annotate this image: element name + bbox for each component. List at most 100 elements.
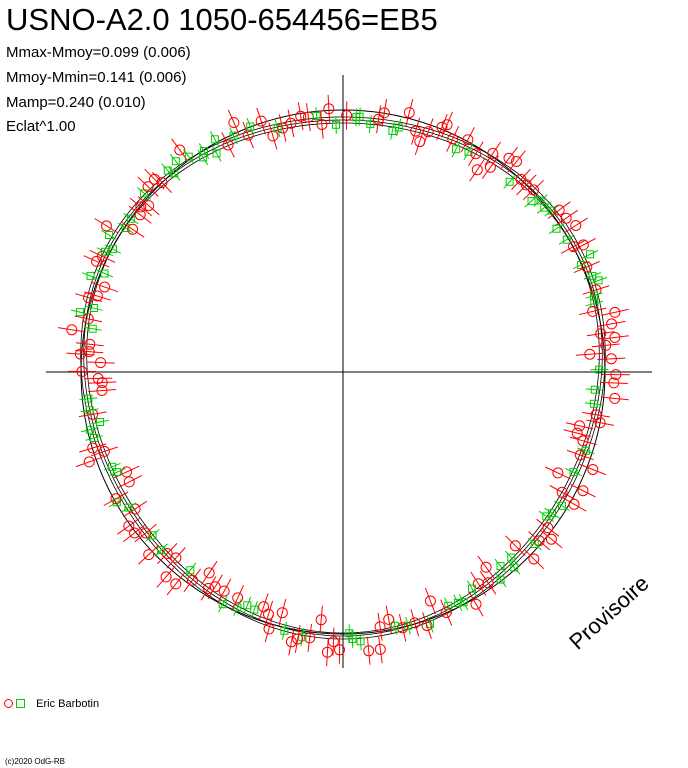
data-point-circle [101, 220, 112, 232]
data-point-square [210, 135, 219, 144]
data-point-square [496, 562, 505, 571]
error-bar [207, 574, 223, 600]
data-point-square [100, 269, 109, 278]
legend-circle-icon [4, 699, 13, 708]
error-bar [108, 468, 126, 477]
error-bar [75, 350, 104, 354]
data-point-circle [295, 110, 307, 122]
data-point-circle [160, 571, 172, 583]
data-point-square [100, 247, 109, 256]
error-bar [231, 584, 245, 611]
error-bar [591, 343, 620, 348]
data-point-square [157, 546, 166, 555]
data-point-circle [528, 553, 540, 565]
data-point-square [312, 112, 321, 120]
stat-mmax-mmoy: Mmax-Mmoy=0.099 (0.006) [6, 44, 191, 61]
error-bar [278, 598, 287, 627]
error-bar [479, 570, 497, 595]
data-point-square [464, 147, 473, 156]
data-point-square [595, 365, 604, 374]
error-bar [581, 250, 599, 259]
data-point-circle [374, 621, 386, 633]
data-point-circle [341, 110, 353, 121]
data-point-square [218, 600, 227, 609]
data-point-circle [574, 449, 586, 461]
data-point-circle [595, 328, 607, 340]
data-point-square [453, 598, 462, 607]
data-point-circle [480, 561, 492, 573]
error-bar [460, 127, 475, 153]
error-bar [469, 157, 486, 182]
error-bar [558, 234, 575, 245]
error-bar [586, 419, 614, 426]
data-point-square [126, 214, 135, 223]
data-point-circle [422, 126, 434, 138]
data-point-circle [83, 292, 94, 304]
error-bar [368, 115, 372, 134]
data-point-square [148, 531, 157, 540]
error-bar [466, 580, 478, 597]
error-bar [523, 179, 544, 200]
error-bar [500, 146, 518, 170]
error-bar [516, 174, 537, 196]
data-point-circle [511, 156, 522, 167]
data-point-circle [571, 427, 583, 439]
error-bar [116, 475, 142, 489]
data-point-circle [203, 582, 214, 594]
error-bar [396, 118, 402, 137]
error-bar [81, 272, 100, 280]
data-point-circle [552, 467, 564, 479]
data-point-square [366, 120, 375, 129]
data-point-circle [600, 339, 612, 351]
error-bar [243, 596, 252, 614]
data-point-square [171, 157, 180, 166]
data-point-circle [292, 633, 304, 645]
chart-title: USNO-A2.0 1050-654456=EB5 [6, 2, 438, 37]
error-bar [584, 402, 603, 406]
data-point-square [562, 235, 571, 244]
data-point-circle [129, 527, 140, 539]
error-bar [554, 500, 570, 511]
legend-square-icon [16, 699, 26, 708]
error-bar [463, 143, 474, 161]
data-point-square [332, 120, 340, 129]
data-point-circle [121, 466, 133, 478]
error-bar [57, 327, 86, 333]
error-bar [585, 292, 603, 299]
data-point-circle [83, 346, 95, 358]
error-bar [335, 115, 337, 134]
error-bar [494, 558, 507, 574]
error-bar [83, 291, 111, 301]
data-point-square [198, 153, 207, 162]
data-point-square [96, 418, 104, 426]
data-point-circle [209, 581, 221, 593]
error-bar [168, 166, 181, 181]
data-point-circle [577, 435, 589, 447]
data-point-square [547, 206, 556, 215]
error-bar [503, 174, 516, 189]
error-bar [183, 149, 195, 165]
error-bar [319, 605, 323, 634]
data-point-circle [574, 420, 586, 432]
error-bar [197, 149, 209, 166]
error-bar [578, 307, 607, 316]
error-bar [470, 571, 487, 596]
error-bar [246, 117, 254, 136]
error-bar [66, 352, 95, 356]
error-bar [507, 150, 526, 173]
error-bar [306, 103, 311, 132]
error-bar [123, 500, 148, 518]
error-bar [84, 377, 113, 380]
data-point-square [390, 621, 399, 630]
error-bar [91, 419, 109, 425]
data-point-circle [610, 369, 622, 381]
error-bar [536, 201, 552, 214]
data-point-circle [403, 107, 415, 119]
data-points [57, 94, 630, 667]
data-point-circle [484, 161, 496, 173]
error-bar [440, 599, 453, 626]
legend-label: Eric Barbotin [36, 698, 100, 710]
data-point-circle [232, 592, 244, 604]
error-bar [166, 547, 186, 569]
stat-amplitude: Mamp=0.240 (0.010) [6, 94, 146, 111]
